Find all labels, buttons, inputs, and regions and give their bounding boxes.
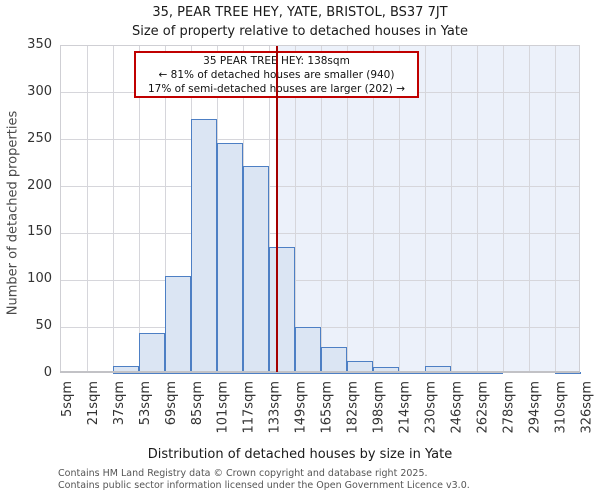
subject-property-marker-line [276,46,279,372]
x-gridline [528,46,530,372]
x-tick-label: 117sqm [241,381,257,434]
x-tick-label: 165sqm [319,381,335,434]
histogram-bar [321,346,347,374]
footer-line-1: Contains HM Land Registry data © Crown c… [58,468,428,479]
x-tick-label: 5sqm [59,381,75,417]
chart-subtitle: Size of property relative to detached ho… [131,24,468,39]
y-gridline [61,139,579,141]
histogram-bar [165,275,191,374]
x-tick-label: 101sqm [215,381,231,434]
histogram-bar [347,360,373,374]
footer-line-2: Contains public sector information licen… [58,479,470,491]
x-tick-label: 246sqm [449,381,465,434]
histogram-bar [425,365,451,374]
y-tick-label: 200 [27,177,52,193]
histogram-bar [139,332,165,374]
x-tick-label: 294sqm [527,381,543,434]
histogram-bar [269,246,295,374]
x-tick-label: 21sqm [85,381,101,426]
histogram-bar [243,165,269,374]
y-gridline [61,232,579,234]
histogram-bar [191,119,217,374]
x-tick-label: 85sqm [189,381,205,426]
x-tick-label: 310sqm [553,381,569,434]
x-tick-label: 69sqm [163,381,179,426]
x-gridline [372,46,374,372]
x-tick-label: 198sqm [371,381,387,434]
x-gridline [138,46,140,372]
x-gridline [424,46,426,372]
x-tick-label: 230sqm [423,381,439,434]
y-tick-label: 100 [27,271,52,287]
x-tick-label: 53sqm [137,381,153,426]
x-gridline [450,46,452,372]
x-tick-label: 149sqm [293,381,309,434]
x-axis-line [60,371,580,373]
x-gridline [398,46,400,372]
x-tick-label: 262sqm [475,381,491,434]
x-tick-label: 214sqm [397,381,413,434]
histogram-bar [217,143,243,374]
y-tick-label: 250 [27,130,52,146]
x-tick-label: 278sqm [501,381,517,434]
y-tick-label: 50 [35,318,52,334]
x-gridline [346,46,348,372]
x-gridline [164,46,166,372]
y-tick-label: 350 [27,37,52,52]
histogram-bar [295,327,321,374]
x-tick-label: 133sqm [267,381,283,434]
plot-area: 35 PEAR TREE HEY: 138sqm ← 81% of detach… [60,45,581,374]
x-gridline [112,46,114,372]
histogram-bar [373,367,399,374]
x-gridline [502,46,504,372]
x-gridline [86,46,88,372]
footer-attribution: Contains HM Land Registry data © Crown c… [58,468,470,491]
y-gridline [61,279,579,281]
chart-title: 35, PEAR TREE HEY, YATE, BRISTOL, BS37 7… [152,5,448,20]
y-tick-label: 0 [43,365,52,380]
x-tick-label: 37sqm [111,381,127,426]
x-gridline [554,46,556,372]
x-tick-label: 182sqm [345,381,361,434]
y-tick-label: 300 [27,83,52,99]
x-axis-title: Distribution of detached houses by size … [147,447,453,462]
x-gridline [268,46,270,372]
x-tick-label: 326sqm [579,381,595,434]
y-tick-label: 150 [27,224,52,240]
x-gridline [476,46,478,372]
y-gridline [61,186,579,188]
x-gridline [294,46,296,372]
histogram-bar [113,365,139,374]
x-gridline [320,46,322,372]
